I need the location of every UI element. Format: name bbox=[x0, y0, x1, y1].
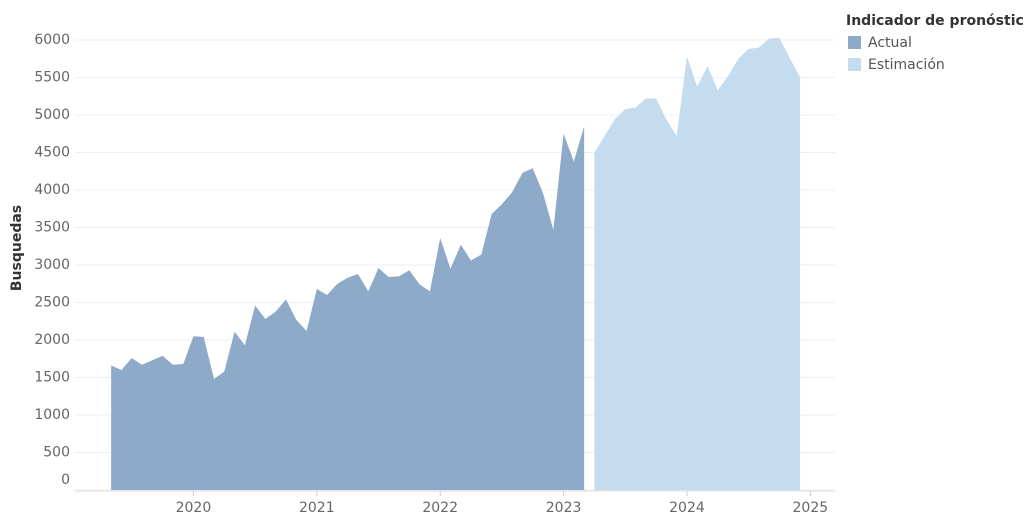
y-tick-label: 5500 bbox=[34, 70, 70, 86]
x-tick-label: 2020 bbox=[176, 500, 212, 516]
y-tick-label: 5000 bbox=[34, 107, 70, 123]
legend-label: Estimación bbox=[868, 57, 945, 73]
y-tick-label: 0 bbox=[61, 472, 70, 488]
y-tick-label: 2000 bbox=[34, 332, 70, 348]
x-tick-label: 2025 bbox=[793, 500, 829, 516]
area bbox=[594, 37, 801, 490]
y-axis-label: Busquedas bbox=[9, 205, 25, 291]
y-tick-label: 4000 bbox=[34, 182, 70, 198]
x-tick-label: 2022 bbox=[422, 500, 458, 516]
area bbox=[111, 126, 585, 490]
y-tick-label: 3000 bbox=[34, 257, 70, 273]
y-tick-label: 2500 bbox=[34, 295, 70, 311]
x-tick-label: 2023 bbox=[546, 500, 582, 516]
legend-swatch bbox=[848, 36, 861, 49]
legend-label: Actual bbox=[868, 35, 912, 51]
x-tick-label: 2021 bbox=[299, 500, 335, 516]
x-tick-label: 2024 bbox=[669, 500, 705, 516]
y-tick-label: 4500 bbox=[34, 145, 70, 161]
y-tick-label: 1000 bbox=[34, 407, 70, 423]
y-tick-label: 6000 bbox=[34, 32, 70, 48]
legend-title: Indicador de pronóstico bbox=[846, 13, 1024, 29]
y-tick-label: 1500 bbox=[34, 370, 70, 386]
y-tick-label: 500 bbox=[43, 445, 70, 461]
legend-swatch bbox=[848, 58, 861, 71]
y-tick-label: 3500 bbox=[34, 220, 70, 236]
